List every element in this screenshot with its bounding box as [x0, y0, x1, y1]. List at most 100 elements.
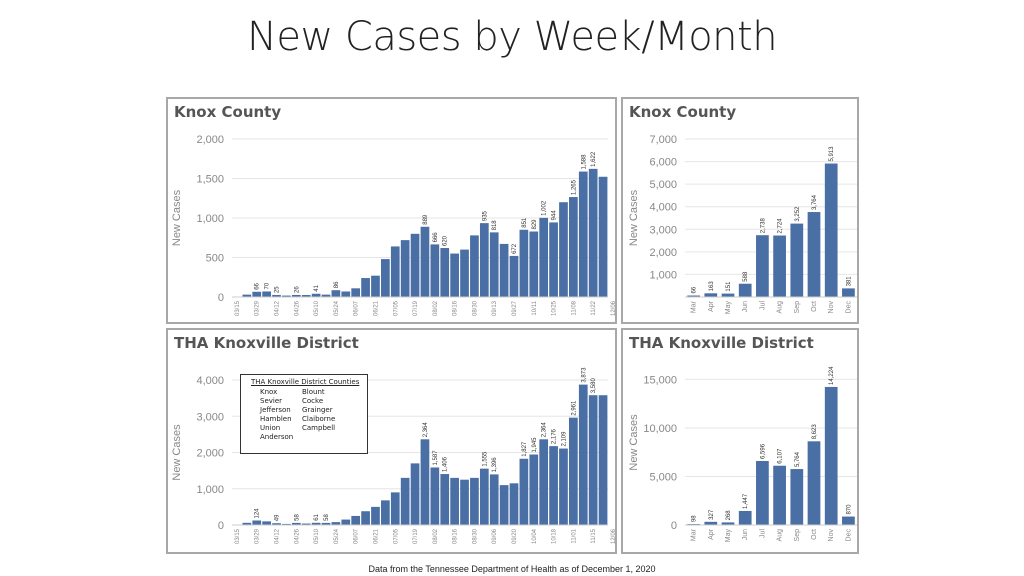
county-name: Sevier — [260, 397, 283, 405]
bar — [291, 522, 301, 525]
data-label: 935 — [482, 210, 488, 221]
data-label: 41 — [314, 284, 320, 291]
x-tick-label: 12/06 — [611, 528, 617, 544]
bar — [400, 240, 410, 297]
bar — [460, 249, 469, 297]
data-label: 2,176 — [552, 428, 558, 444]
bar — [842, 288, 855, 297]
knox-monthly-panel: Knox County 1,000 2,000 3,000 4,000 5,000 6,0… — [621, 97, 859, 324]
county-legend: THA Knoxville District Counties Knox Blo… — [240, 374, 368, 454]
data-label: 1,588 — [581, 154, 587, 170]
bar — [588, 168, 598, 297]
bar — [440, 248, 450, 297]
bar — [738, 283, 752, 297]
bar — [519, 458, 529, 525]
bar — [311, 522, 321, 525]
bar — [311, 293, 321, 297]
data-label: 8,623 — [812, 424, 818, 440]
x-tick-label: 11/08 — [571, 300, 577, 315]
data-label: 1,945 — [532, 437, 538, 453]
panel-title: THA Knoxville District — [629, 334, 814, 352]
bar — [489, 232, 499, 297]
bar — [291, 294, 301, 297]
x-tick-label: Apr — [708, 300, 715, 312]
bar — [569, 417, 578, 525]
x-tick-label: Jul — [759, 529, 766, 538]
data-label: 66 — [255, 282, 261, 289]
data-label: 86 — [334, 281, 340, 288]
x-tick-label: 08/02 — [433, 300, 439, 316]
y-axis-label: New Cases — [171, 424, 183, 481]
bar — [499, 243, 509, 297]
y-tick-label: 7,000 — [649, 134, 677, 146]
bar — [559, 202, 568, 297]
data-label: 1,555 — [482, 451, 488, 467]
bar — [420, 226, 430, 297]
y-tick-label: 10,000 — [643, 423, 677, 435]
bar — [331, 290, 341, 297]
data-label: 1,002 — [542, 200, 548, 216]
district-monthly-chart: 0 5,000 10,000 15,000 New Cases 98 327 268 1,447… — [628, 366, 857, 542]
bar — [361, 511, 370, 525]
bar — [559, 448, 568, 525]
x-tick-label: Apr — [708, 528, 715, 540]
y-tick-label: 3,000 — [196, 411, 224, 423]
bar — [371, 275, 380, 297]
x-tick-label: 11/22 — [591, 300, 597, 315]
x-tick-label: Dec — [845, 529, 852, 542]
data-label: 1,827 — [522, 441, 528, 457]
county-name: Union — [260, 424, 281, 432]
bar — [529, 454, 539, 525]
bar — [361, 278, 370, 297]
district-weekly-panel: THA Knoxville District 0 1,000 2,000 3,000 4… — [166, 328, 617, 554]
data-label: 666 — [433, 232, 439, 243]
data-label: 829 — [532, 219, 538, 230]
bar — [598, 395, 608, 525]
county-name: Hamblen — [260, 415, 292, 423]
bar — [242, 294, 252, 297]
bar — [529, 231, 539, 297]
bar — [539, 217, 549, 297]
data-label: 70 — [265, 282, 271, 289]
bar — [721, 293, 735, 297]
knox-weekly-panel: Knox County 0 500 1,000 1,500 2,000 New Cases… — [166, 97, 617, 324]
panel-title: Knox County — [629, 103, 737, 121]
x-tick-label: 09/13 — [492, 300, 498, 316]
source-footnote: Data from the Tennessee Department of He… — [368, 564, 656, 574]
x-tick-label: Nov — [828, 301, 835, 314]
data-label: 98 — [692, 515, 698, 522]
bar — [756, 235, 769, 297]
data-label: 1,265 — [571, 179, 577, 195]
bar — [470, 477, 479, 525]
bar — [842, 516, 855, 525]
data-label: 2,364 — [423, 422, 429, 438]
bar — [242, 522, 252, 525]
bar — [479, 468, 489, 525]
x-tick-label: 07/19 — [413, 528, 419, 544]
bar — [790, 223, 804, 297]
bar — [282, 295, 291, 297]
data-label: 58 — [324, 514, 330, 521]
bar — [569, 197, 578, 297]
bar — [588, 395, 598, 525]
bar — [539, 439, 549, 525]
data-label: 14,224 — [829, 366, 835, 385]
bar — [440, 474, 450, 525]
x-tick-label: 03/15 — [235, 528, 241, 544]
bar — [301, 295, 311, 297]
x-tick-label: Aug — [777, 301, 784, 314]
bar — [341, 519, 351, 525]
x-tick-label: Jul — [759, 301, 766, 310]
data-label: 1,587 — [433, 450, 439, 466]
x-tick-label: Sep — [794, 301, 801, 314]
x-tick-label: 11/15 — [591, 528, 597, 543]
bar — [450, 253, 459, 297]
bar — [410, 233, 420, 297]
county-name: Claiborne — [302, 415, 336, 423]
x-tick-label: 09/20 — [512, 528, 518, 544]
x-tick-label: 08/30 — [472, 300, 478, 316]
district-weekly-chart: 0 1,000 2,000 3,000 4,000 New Cases 124 49 58 61 5… — [171, 367, 617, 544]
data-label: 889 — [423, 214, 429, 225]
data-label: 3,580 — [591, 378, 597, 394]
y-tick-label: 0 — [218, 520, 224, 532]
